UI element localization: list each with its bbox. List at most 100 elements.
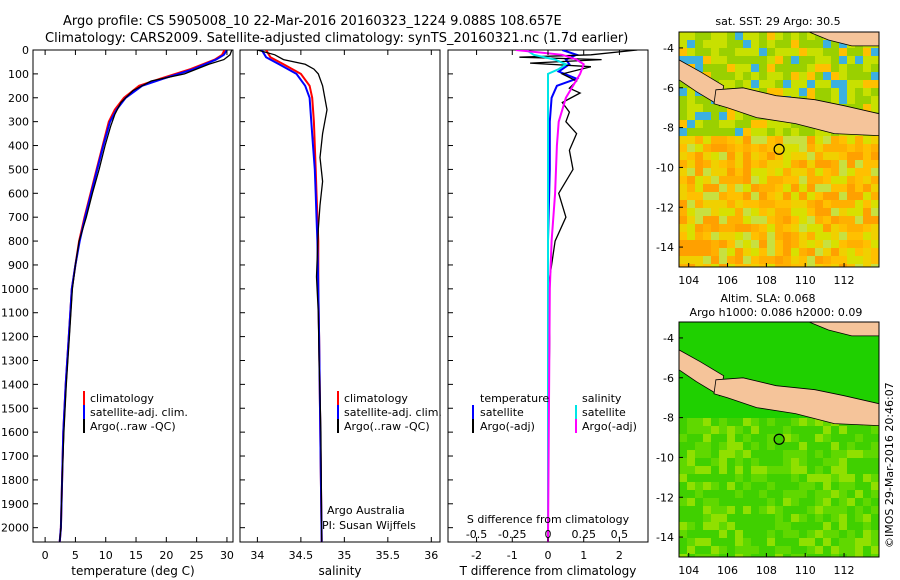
map-cell (855, 152, 863, 160)
map-cell (775, 498, 783, 506)
map-cell (767, 56, 775, 64)
map-cell (847, 450, 855, 458)
map-cell (727, 450, 735, 458)
map-cell (735, 418, 743, 426)
map-cell (807, 546, 815, 554)
map-cell (831, 40, 839, 48)
map-cell (839, 264, 847, 267)
map-cell (863, 530, 871, 538)
borneo-land (688, 32, 879, 47)
map-cell (791, 40, 799, 48)
map-cell (687, 56, 695, 64)
map-cell (703, 418, 711, 426)
legend-salinity-heading: salinity (582, 392, 622, 405)
map-cell (719, 128, 727, 136)
map-cell (871, 514, 879, 522)
map-cell (775, 232, 783, 240)
map-cell (735, 136, 743, 144)
map-cell (799, 418, 807, 426)
map-cell (863, 240, 871, 248)
map-cell (791, 506, 799, 514)
map-cell (711, 232, 719, 240)
map-cell (815, 530, 823, 538)
map-cell (799, 498, 807, 506)
map-cell (703, 474, 711, 482)
map-cell (791, 498, 799, 506)
map-cell (823, 554, 831, 557)
map-cell (751, 434, 759, 442)
map-cell (711, 64, 719, 72)
map-cell (687, 208, 695, 216)
map-cell (847, 370, 855, 378)
map-cell (687, 410, 695, 418)
map-y-tick-label: -14 (656, 241, 674, 254)
depth-tick-label: 1700 (1, 450, 29, 463)
map-cell (847, 362, 855, 370)
map-cell (855, 466, 863, 474)
map-cell (735, 474, 743, 482)
map-cell (759, 80, 767, 88)
map-cell (823, 192, 831, 200)
map-cell (871, 426, 879, 434)
map-cell (695, 346, 703, 354)
map-cell (847, 232, 855, 240)
map-cell (863, 362, 871, 370)
map-cell (807, 136, 815, 144)
map-cell (767, 200, 775, 208)
map-cell (807, 48, 815, 56)
map-cell (759, 506, 767, 514)
map-cell (695, 96, 703, 104)
legend-satellite-label: satellite-adj. clim. (344, 406, 442, 419)
map-cell (847, 442, 855, 450)
map-cell (799, 506, 807, 514)
map-cell (831, 136, 839, 144)
map-cell (703, 248, 711, 256)
map-cell (863, 538, 871, 546)
map-cell (807, 426, 815, 434)
map-cell (727, 56, 735, 64)
map-cell (735, 330, 743, 338)
map-cell (735, 450, 743, 458)
map-cell (759, 136, 767, 144)
map-cell (687, 224, 695, 232)
x-tick-label-top: -0.5 (466, 528, 487, 541)
map-cell (831, 434, 839, 442)
map-cell (863, 200, 871, 208)
map-cell (799, 264, 807, 267)
depth-tick-label: 1400 (1, 378, 29, 391)
map-cell (799, 232, 807, 240)
map-cell (711, 192, 719, 200)
map-cell (783, 378, 791, 386)
map-cell (759, 208, 767, 216)
map-cell (863, 192, 871, 200)
legend-climatology-label: climatology (90, 392, 154, 405)
map-cell (759, 490, 767, 498)
map-cell (695, 56, 703, 64)
series-line-argo-raw-qc- (59, 50, 233, 542)
map-cell (831, 330, 839, 338)
map-cell (759, 152, 767, 160)
map-cell (815, 40, 823, 48)
map-cell (767, 538, 775, 546)
map-cell (791, 232, 799, 240)
map-y-tick-label: -4 (663, 332, 674, 345)
map-y-tick-label: -8 (663, 412, 674, 425)
map-cell (815, 48, 823, 56)
map-cell (695, 330, 703, 338)
map-cell (839, 506, 847, 514)
map-cell (727, 338, 735, 346)
map-cell (759, 32, 767, 40)
map-cell (767, 168, 775, 176)
map-cell (783, 168, 791, 176)
map-cell (863, 370, 871, 378)
map-x-tick-label: 104 (678, 274, 699, 287)
series-line-satellite-adj-clim- (58, 50, 228, 542)
map-cell (855, 506, 863, 514)
map-cell (719, 506, 727, 514)
map-cell (751, 522, 759, 530)
map-cell (767, 450, 775, 458)
map-cell (727, 168, 735, 176)
map-cell (727, 32, 735, 40)
map-cell (847, 474, 855, 482)
